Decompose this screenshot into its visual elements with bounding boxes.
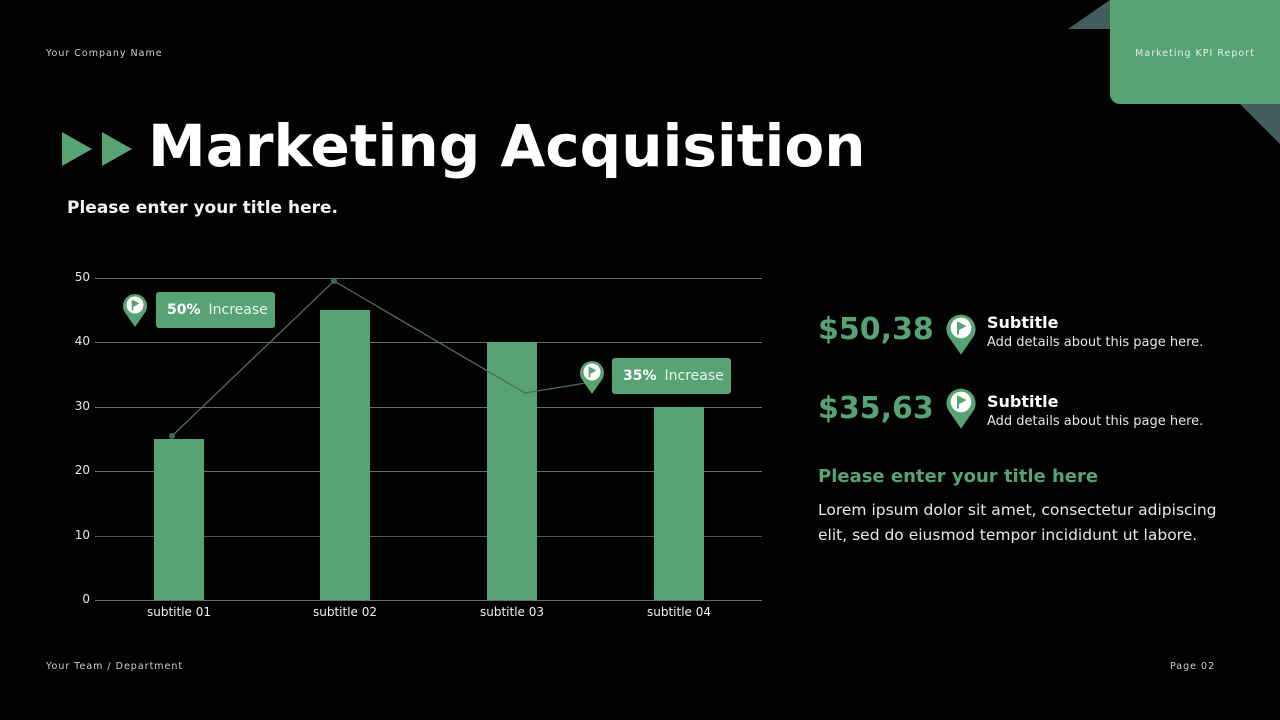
bar-subtitle-01: [154, 439, 204, 600]
grid-line: [95, 471, 762, 472]
corner-decoration-bottom: [1240, 104, 1280, 144]
x-tick: subtitle 03: [479, 605, 545, 619]
stat-value-2: $35,63: [818, 391, 934, 426]
report-badge-label: Marketing KPI Report: [1135, 48, 1255, 59]
callout-50-increase: 50% Increase: [156, 292, 275, 328]
y-tick: 30: [74, 399, 90, 413]
callout-label: Increase: [208, 302, 268, 318]
flag-pin-icon: [946, 388, 976, 429]
y-tick: 0: [82, 592, 90, 606]
callout-value: 50%: [167, 302, 201, 318]
flag-pin-icon: [123, 294, 147, 327]
callout-35-increase: 35% Increase: [612, 358, 731, 394]
team-department: Your Team / Department: [46, 661, 184, 672]
x-tick: subtitle 04: [646, 605, 712, 619]
report-badge: [1110, 0, 1280, 104]
grid-line: [95, 407, 762, 408]
y-tick: 10: [74, 528, 90, 542]
stat-desc-2: Add details about this page here.: [987, 414, 1204, 429]
flag-pin-icon: [946, 314, 976, 355]
grid-line: [95, 342, 762, 343]
bar-subtitle-02: [320, 310, 370, 600]
callout-value: 35%: [623, 368, 657, 384]
stat-title-1: Subtitle: [987, 313, 1059, 332]
page-number: Page 02: [1170, 661, 1216, 672]
x-axis-line: [95, 600, 762, 601]
stat-title-2: Subtitle: [987, 392, 1059, 411]
stat-desc-1: Add details about this page here.: [987, 335, 1204, 350]
company-name: Your Company Name: [46, 48, 163, 59]
page-title: Marketing Acquisition: [148, 112, 866, 180]
page-subtitle: Please enter your title here.: [67, 198, 338, 218]
x-tick: subtitle 01: [146, 605, 212, 619]
text-block-body: Lorem ipsum dolor sit amet, consectetur …: [818, 501, 1217, 544]
bar-chart: 50 40 30 20 10 0 subtitle 01 subtitle 02…: [60, 262, 780, 642]
double-arrow-icon: [62, 132, 142, 170]
y-tick: 40: [74, 334, 90, 348]
corner-decoration-top: [1068, 0, 1110, 29]
callout-label: Increase: [664, 368, 724, 384]
x-tick: subtitle 02: [312, 605, 378, 619]
grid-line: [95, 278, 762, 279]
grid-line: [95, 536, 762, 537]
flag-pin-icon: [580, 361, 604, 394]
y-tick: 50: [74, 270, 90, 284]
stat-value-1: $50,38: [818, 312, 934, 347]
bar-subtitle-04: [654, 407, 704, 600]
text-block-title: Please enter your title here: [818, 466, 1099, 487]
y-tick: 20: [74, 463, 90, 477]
